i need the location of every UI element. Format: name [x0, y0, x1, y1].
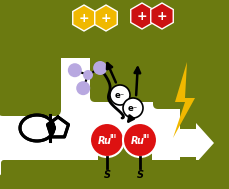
Circle shape [123, 98, 143, 118]
FancyArrow shape [162, 123, 214, 163]
Text: S: S [104, 170, 111, 180]
Polygon shape [73, 5, 95, 31]
FancyBboxPatch shape [98, 142, 152, 182]
Circle shape [83, 70, 93, 80]
FancyBboxPatch shape [120, 160, 226, 184]
Text: III: III [109, 133, 117, 139]
Text: Ru: Ru [131, 136, 145, 146]
Polygon shape [151, 3, 173, 29]
Text: +: + [101, 12, 111, 25]
Circle shape [123, 123, 157, 157]
Text: Ru: Ru [98, 136, 112, 146]
Bar [180, 65, 229, 170]
Text: +: + [137, 9, 147, 22]
Circle shape [90, 123, 124, 157]
FancyBboxPatch shape [0, 52, 61, 116]
Text: +: + [79, 12, 89, 25]
Text: e⁻: e⁻ [128, 104, 138, 113]
Polygon shape [47, 117, 69, 139]
Bar [105, 148, 145, 178]
FancyBboxPatch shape [1, 160, 107, 184]
Text: e⁻: e⁻ [115, 91, 125, 100]
Text: III: III [142, 133, 150, 139]
Polygon shape [173, 62, 195, 138]
Circle shape [68, 63, 82, 77]
Circle shape [93, 61, 107, 75]
Polygon shape [131, 3, 153, 29]
FancyBboxPatch shape [153, 47, 229, 109]
FancyBboxPatch shape [0, 58, 121, 177]
Circle shape [76, 81, 90, 95]
Text: +: + [157, 9, 167, 22]
Text: S: S [136, 170, 144, 180]
FancyBboxPatch shape [103, 58, 192, 177]
Circle shape [110, 85, 130, 105]
Polygon shape [95, 5, 117, 31]
Bar [50, 65, 180, 170]
FancyBboxPatch shape [90, 47, 160, 102]
Polygon shape [20, 115, 54, 141]
